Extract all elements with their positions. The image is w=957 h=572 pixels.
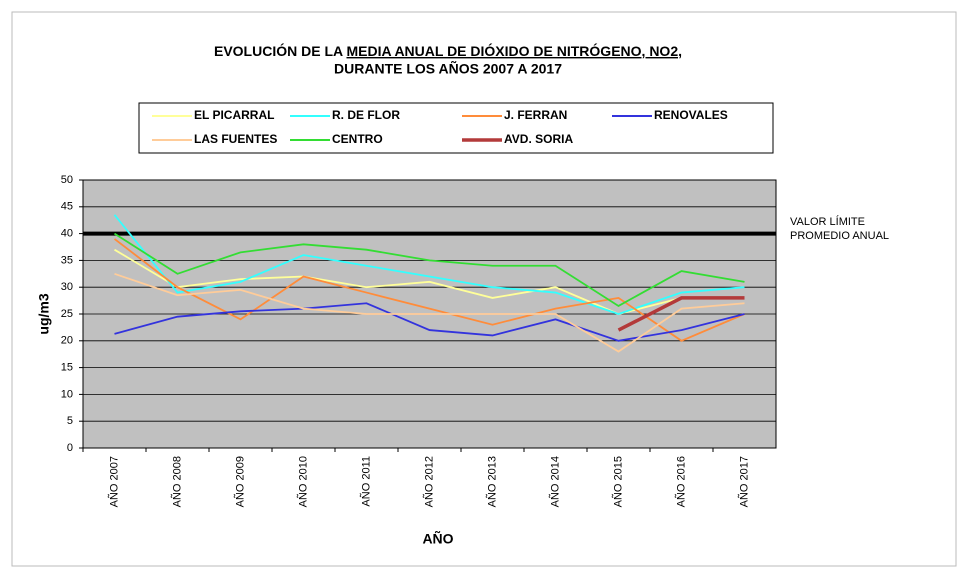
x-tick-label: AÑO 2016 (674, 456, 687, 507)
x-tick-label: AÑO 2013 (485, 456, 498, 507)
x-tick-label: AÑO 2010 (296, 456, 309, 507)
legend-label: LAS FUENTES (194, 132, 277, 146)
title-part: MEDIA ANUAL DE DIÓXIDO DE NITRÓGENO, NO2… (346, 42, 682, 59)
x-tick-label: AÑO 2008 (170, 456, 183, 507)
y-tick-label: 20 (61, 335, 73, 347)
x-tick-label: AÑO 2009 (233, 456, 246, 507)
limit-label: VALOR LÍMITE (790, 215, 865, 228)
x-tick-label: AÑO 2014 (548, 456, 561, 507)
limit-label: PROMEDIO ANUAL (790, 230, 889, 242)
legend-label: RENOVALES (654, 108, 728, 122)
y-tick-label: 30 (61, 281, 73, 293)
y-tick-label: 0 (67, 442, 73, 454)
series-line (114, 272, 745, 353)
y-tick-label: 15 (61, 362, 73, 374)
series-line (114, 248, 745, 315)
x-tick-label: AÑO 2011 (359, 456, 372, 507)
y-tick-label: 45 (61, 201, 73, 213)
series-line (114, 232, 745, 308)
y-tick-label: 50 (61, 174, 73, 186)
y-tick-label: 40 (61, 228, 73, 240)
y-tick-label: 25 (61, 308, 73, 320)
x-tick-label: AÑO 2017 (737, 456, 750, 507)
x-tick-label: AÑO 2012 (422, 456, 435, 507)
series-line (113, 214, 745, 315)
y-tick-label: 35 (61, 254, 73, 266)
series-line (113, 238, 745, 342)
x-tick-label: AÑO 2015 (611, 456, 624, 507)
legend-box (138, 102, 774, 154)
legend-label: AVD. SORIA (504, 132, 573, 146)
legend-label: R. DE FLOR (332, 108, 400, 122)
y-tick-label: 10 (61, 388, 73, 400)
y-axis-label: ug/m3 (36, 293, 52, 334)
y-tick-label: 5 (67, 415, 73, 427)
legend-label: J. FERRAN (504, 108, 567, 122)
x-axis-label: AÑO (422, 530, 453, 547)
legend-label: CENTRO (332, 132, 383, 146)
frame (11, 11, 957, 567)
chart-title: DURANTE LOS AÑOS 2007 A 2017 (334, 60, 562, 77)
x-tick-label: AÑO 2007 (107, 456, 120, 507)
title-part: EVOLUCIÓN DE LA (214, 42, 347, 59)
chart-title: EVOLUCIÓN DE LA MEDIA ANUAL DE DIÓXIDO D… (214, 42, 682, 59)
series-line (617, 296, 745, 332)
legend-label: EL PICARRAL (194, 108, 274, 122)
